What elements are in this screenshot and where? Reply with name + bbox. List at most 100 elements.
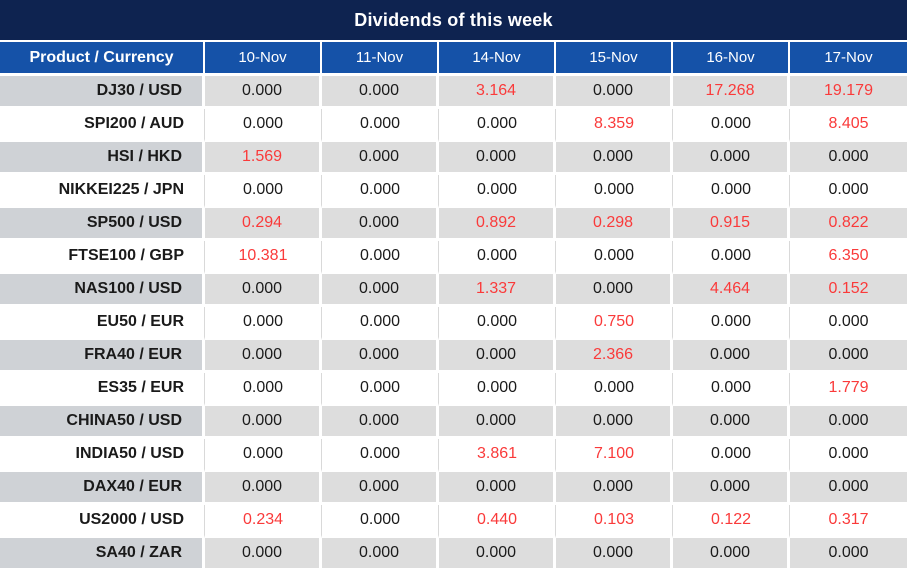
value-cell: 0.234	[205, 505, 322, 538]
value-cell: 0.000	[439, 109, 556, 142]
value-cell: 0.294	[205, 208, 322, 241]
product-cell: FTSE100 / GBP	[0, 241, 205, 274]
value-cell: 0.000	[205, 76, 322, 109]
product-cell: HSI / HKD	[0, 142, 205, 175]
table-row: HSI / HKD 1.569 0.000 0.000 0.000 0.000 0.000	[0, 142, 907, 175]
value-cell: 0.000	[439, 340, 556, 373]
value-cell: 0.000	[439, 472, 556, 505]
value-cell: 0.000	[790, 307, 907, 340]
value-cell: 1.779	[790, 373, 907, 406]
value-cell: 3.164	[439, 76, 556, 109]
value-cell: 0.103	[556, 505, 673, 538]
value-cell: 0.000	[205, 439, 322, 472]
value-cell: 0.000	[556, 76, 673, 109]
value-cell: 0.000	[556, 472, 673, 505]
value-cell: 0.000	[556, 274, 673, 307]
value-cell: 0.000	[322, 373, 439, 406]
table-row: NIKKEI225 / JPN 0.000 0.000 0.000 0.000 0.000…	[0, 175, 907, 208]
value-cell: 0.750	[556, 307, 673, 340]
value-cell: 0.000	[439, 307, 556, 340]
value-cell: 0.000	[556, 142, 673, 175]
table-body: DJ30 / USD 0.000 0.000 3.164 0.000 17.268 19.1…	[0, 76, 907, 571]
product-cell: FRA40 / EUR	[0, 340, 205, 373]
table-title: Dividends of this week	[354, 9, 553, 30]
title-bar: Dividends of this week	[0, 0, 907, 42]
table-row: ES35 / EUR 0.000 0.000 0.000 0.000 0.000 1.779	[0, 373, 907, 406]
value-cell: 0.000	[790, 406, 907, 439]
product-cell: ES35 / EUR	[0, 373, 205, 406]
table-row: INDIA50 / USD 0.000 0.000 3.861 7.100 0.000 0.…	[0, 439, 907, 472]
product-cell: CHINA50 / USD	[0, 406, 205, 439]
column-header-date: 10-Nov	[205, 42, 322, 76]
value-cell: 0.000	[673, 241, 790, 274]
table-row: US2000 / USD 0.234 0.000 0.440 0.103 0.122 0.3…	[0, 505, 907, 538]
value-cell: 0.000	[790, 142, 907, 175]
value-cell: 0.000	[322, 406, 439, 439]
column-header-date: 17-Nov	[790, 42, 907, 76]
value-cell: 1.569	[205, 142, 322, 175]
value-cell: 0.000	[322, 175, 439, 208]
value-cell: 2.366	[556, 340, 673, 373]
value-cell: 0.000	[790, 439, 907, 472]
product-cell: DJ30 / USD	[0, 76, 205, 109]
value-cell: 0.000	[556, 538, 673, 571]
value-cell: 0.000	[205, 472, 322, 505]
table-row: FTSE100 / GBP 10.381 0.000 0.000 0.000 0.000 6…	[0, 241, 907, 274]
value-cell: 0.000	[322, 241, 439, 274]
value-cell: 0.000	[673, 175, 790, 208]
value-cell: 0.000	[205, 175, 322, 208]
value-cell: 0.317	[790, 505, 907, 538]
value-cell: 17.268	[673, 76, 790, 109]
value-cell: 0.915	[673, 208, 790, 241]
value-cell: 3.861	[439, 439, 556, 472]
value-cell: 0.000	[205, 274, 322, 307]
value-cell: 0.000	[556, 241, 673, 274]
value-cell: 0.000	[322, 505, 439, 538]
value-cell: 0.000	[322, 439, 439, 472]
product-cell: DAX40 / EUR	[0, 472, 205, 505]
table-row: FRA40 / EUR 0.000 0.000 0.000 2.366 0.000 0.00…	[0, 340, 907, 373]
product-cell: INDIA50 / USD	[0, 439, 205, 472]
value-cell: 0.000	[322, 274, 439, 307]
value-cell: 0.000	[673, 142, 790, 175]
value-cell: 0.000	[673, 109, 790, 142]
table-header: Product / Currency 10-Nov 11-Nov 14-Nov 15-N…	[0, 42, 907, 76]
table-row: SP500 / USD 0.294 0.000 0.892 0.298 0.915 0.82…	[0, 208, 907, 241]
product-cell: NAS100 / USD	[0, 274, 205, 307]
column-header-date: 14-Nov	[439, 42, 556, 76]
value-cell: 8.359	[556, 109, 673, 142]
value-cell: 0.122	[673, 505, 790, 538]
value-cell: 0.000	[673, 307, 790, 340]
column-header-date: 16-Nov	[673, 42, 790, 76]
value-cell: 0.000	[439, 175, 556, 208]
value-cell: 0.000	[439, 373, 556, 406]
value-cell: 0.000	[439, 241, 556, 274]
value-cell: 0.000	[322, 208, 439, 241]
value-cell: 0.000	[322, 109, 439, 142]
value-cell: 0.892	[439, 208, 556, 241]
value-cell: 0.000	[322, 472, 439, 505]
value-cell: 0.000	[790, 340, 907, 373]
value-cell: 0.000	[439, 142, 556, 175]
value-cell: 0.000	[322, 307, 439, 340]
value-cell: 0.000	[439, 538, 556, 571]
value-cell: 0.000	[673, 340, 790, 373]
value-cell: 0.000	[205, 340, 322, 373]
value-cell: 0.000	[439, 406, 556, 439]
value-cell: 0.000	[556, 406, 673, 439]
value-cell: 0.000	[205, 406, 322, 439]
table-row: SPI200 / AUD 0.000 0.000 0.000 8.359 0.000 8.4…	[0, 109, 907, 142]
value-cell: 19.179	[790, 76, 907, 109]
value-cell: 4.464	[673, 274, 790, 307]
product-cell: SA40 / ZAR	[0, 538, 205, 571]
product-cell: US2000 / USD	[0, 505, 205, 538]
header-row: Product / Currency 10-Nov 11-Nov 14-Nov 15-N…	[0, 42, 907, 76]
value-cell: 0.000	[322, 142, 439, 175]
value-cell: 0.000	[673, 373, 790, 406]
product-cell: NIKKEI225 / JPN	[0, 175, 205, 208]
table-row: DAX40 / EUR 0.000 0.000 0.000 0.000 0.000 0.00…	[0, 472, 907, 505]
value-cell: 0.000	[673, 406, 790, 439]
value-cell: 0.000	[556, 373, 673, 406]
product-cell: SPI200 / AUD	[0, 109, 205, 142]
value-cell: 0.000	[556, 175, 673, 208]
